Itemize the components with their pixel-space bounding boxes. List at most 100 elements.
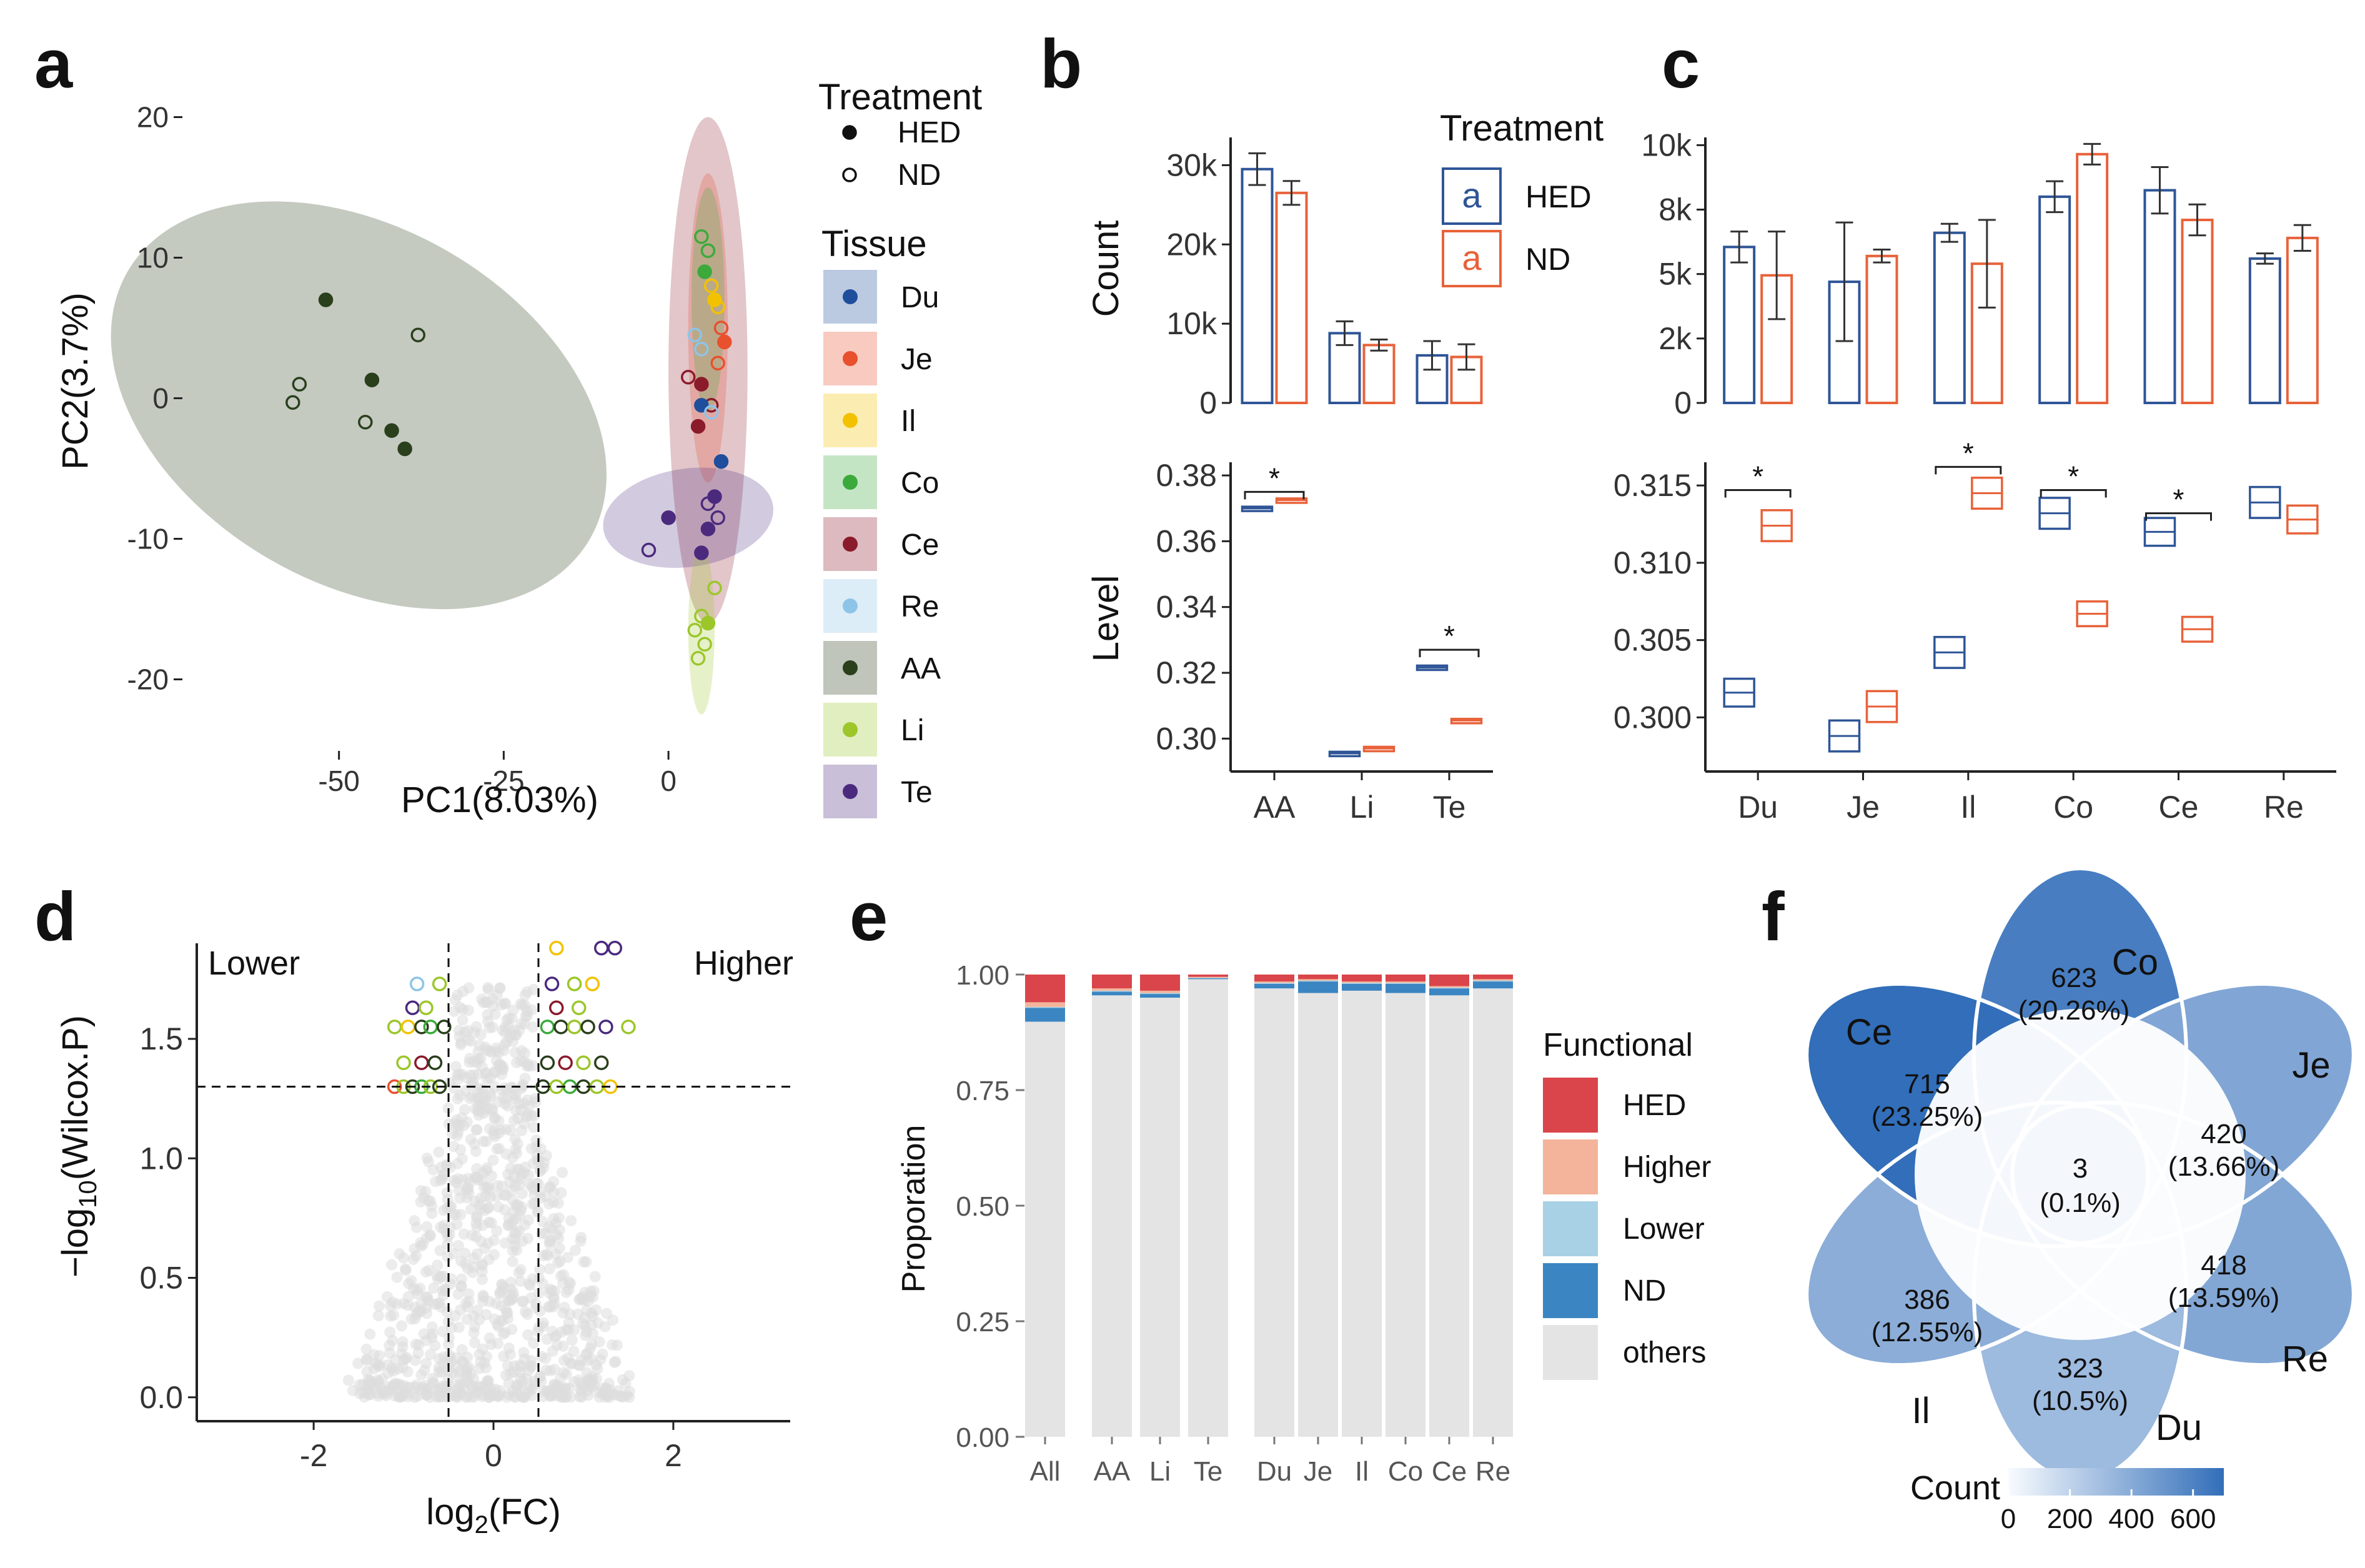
treatment-legend-key-nd: [842, 167, 857, 182]
set-count: 323: [2057, 1353, 2103, 1384]
volcano-point: [420, 1357, 432, 1369]
y-tick-label: 10k: [1166, 306, 1217, 341]
volcano-point: [570, 1244, 582, 1256]
x-tick-label: Ce: [1432, 1456, 1467, 1487]
significant-point: [427, 1055, 443, 1070]
volcano-point: [552, 1197, 564, 1209]
stack-segment-others: [1140, 998, 1180, 1437]
y-tick-label: 0: [1199, 385, 1217, 420]
significance-bracket: [2145, 512, 2212, 521]
y-tick-label: 0: [1674, 385, 1692, 420]
volcano-point: [372, 1310, 384, 1322]
y-tick-label: 0.34: [1156, 590, 1217, 625]
volcano-point: [553, 1212, 565, 1224]
background-points: [342, 982, 635, 1403]
volcano-point: [532, 1326, 544, 1337]
significant-point: [540, 1020, 555, 1035]
tissue-legend-label: Te: [901, 776, 933, 809]
volcano-point: [540, 1191, 552, 1203]
functional-legend-label: Lower: [1623, 1213, 1705, 1246]
volcano-point: [395, 1320, 407, 1332]
set-label-du: Du: [2156, 1407, 2202, 1448]
pca-point: [694, 377, 709, 392]
tissue-legend-title: Tissue: [821, 224, 927, 264]
significant-point: [396, 1055, 411, 1070]
significance-star: *: [2173, 484, 2184, 516]
volcano-point: [587, 1328, 599, 1340]
y-tick-label: 0.36: [1156, 523, 1217, 558]
y-tick-label: 10k: [1641, 127, 1692, 162]
volcano-point: [421, 1221, 433, 1233]
volcano-point: [482, 996, 493, 1008]
volcano-point: [568, 1324, 580, 1336]
volcano-point: [541, 1385, 553, 1397]
tissue-legend-label: Ce: [901, 528, 939, 562]
volcano-point: [487, 1104, 498, 1116]
volcano-point: [534, 1263, 546, 1275]
volcano-point: [427, 1164, 439, 1176]
y-tick-label: 0: [152, 382, 169, 415]
set-count: 418: [2201, 1250, 2246, 1281]
significant-point: [593, 1055, 609, 1070]
panel-label-f: f: [1762, 878, 1785, 955]
volcano-point: [376, 1373, 388, 1385]
volcano-point: [457, 1377, 469, 1389]
volcano-point: [452, 1240, 464, 1252]
volcano-point: [460, 1298, 472, 1309]
volcano-point: [459, 1248, 471, 1259]
panel-label-c: c: [1662, 26, 1700, 102]
treatment-legend-key-hed: [842, 125, 857, 140]
volcano-point: [522, 1233, 533, 1244]
count-colorbar-title: Count: [1910, 1469, 2000, 1507]
functional-legend-swatch-hed: [1543, 1078, 1598, 1133]
volcano-point: [384, 1339, 395, 1351]
volcano-point: [509, 1240, 521, 1252]
volcano-point: [528, 1121, 540, 1133]
volcano-point: [476, 1266, 488, 1278]
volcano-point: [540, 1228, 552, 1239]
volcano-point: [394, 1378, 405, 1390]
x-tick-label: Il: [1355, 1456, 1369, 1487]
volcano-point: [468, 1327, 480, 1339]
volcano-point: [519, 1306, 531, 1317]
volcano-point: [443, 1339, 455, 1351]
y-tick-label: 0.300: [1614, 700, 1692, 735]
volcano-higher-label: Higher: [694, 945, 793, 982]
set-count: 715: [1904, 1069, 1950, 1099]
significance-bracket: [1935, 465, 2002, 475]
volcano-point: [454, 1366, 465, 1377]
volcano-point: [482, 984, 494, 996]
bar-nd: [2181, 219, 2214, 404]
volcano-point: [575, 1235, 587, 1247]
volcano-point: [542, 1249, 553, 1261]
significant-point: [607, 940, 623, 956]
y-tick-label: 5k: [1658, 257, 1692, 292]
volcano-point: [352, 1357, 364, 1369]
pca-point: [410, 327, 425, 342]
volcano-point: [515, 1372, 527, 1384]
volcano-point: [450, 1208, 462, 1220]
volcano-point: [553, 1233, 565, 1244]
volcano-point: [491, 1190, 503, 1202]
volcano-point: [498, 1204, 510, 1216]
x-tick-label: Je: [1847, 790, 1880, 825]
significant-point: [567, 976, 582, 991]
volcano-point: [497, 1328, 509, 1340]
bar-nd: [1865, 254, 1898, 404]
stack-segment-nd: [1298, 981, 1338, 993]
volcano-point: [361, 1353, 373, 1365]
stack-segment-nd: [1254, 983, 1294, 989]
pca-point: [694, 229, 709, 244]
y-tick-label: -20: [127, 663, 169, 696]
y-tick-label: 0.38: [1156, 458, 1217, 493]
pca-point: [700, 615, 716, 631]
volcano-point: [507, 1206, 519, 1218]
volcano-point: [514, 1359, 526, 1371]
volcano-point: [477, 1289, 489, 1301]
x-tick-label: Du: [1257, 1456, 1292, 1487]
volcano-point: [537, 1278, 548, 1289]
volcano-point: [462, 1184, 474, 1196]
stack-segment-hed: [1025, 975, 1065, 1003]
volcano-point: [452, 1119, 464, 1131]
pca-point: [707, 580, 722, 595]
